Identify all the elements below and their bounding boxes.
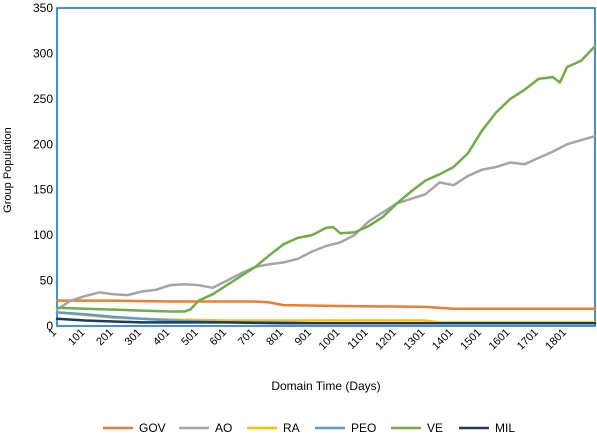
y-axis-label: Group Population xyxy=(2,127,14,213)
x-tick-label: 1001 xyxy=(317,327,343,353)
x-tick-label: 1201 xyxy=(373,327,399,353)
x-tick-label: 1801 xyxy=(543,327,569,353)
y-tick-label: 200 xyxy=(33,137,53,151)
series-line-mil xyxy=(55,317,597,325)
plot-area-border xyxy=(56,7,596,327)
x-tick-label: 801 xyxy=(264,327,285,348)
y-axis-ticks: 0 50 100 150 200 250 300 350 xyxy=(33,1,53,333)
y-tick-label: 250 xyxy=(33,92,53,106)
x-tick-label: 1101 xyxy=(346,327,371,352)
y-tick-label: 0 xyxy=(46,319,53,333)
legend-label: RA xyxy=(283,421,300,435)
y-tick-label: 50 xyxy=(40,274,54,288)
x-tick-label: 1601 xyxy=(487,327,513,353)
x-axis-ticks: 1 101 201 301 401 501 601 701 801 901 1001 1101 1201… xyxy=(46,327,569,353)
y-tick-label: 350 xyxy=(33,1,53,15)
x-tick-label: 1301 xyxy=(402,327,428,353)
legend-label: GOV xyxy=(139,421,166,435)
series-line-ve xyxy=(55,44,597,313)
x-tick-label: 401 xyxy=(151,327,172,348)
y-tick-label: 300 xyxy=(33,46,53,60)
y-tick-label: 150 xyxy=(33,183,53,197)
legend-label: PEO xyxy=(351,421,376,435)
series-line-ao xyxy=(55,134,597,311)
x-axis-label: Domain Time (Days) xyxy=(271,379,380,393)
x-tick-label: 701 xyxy=(236,327,257,348)
x-tick-label: 201 xyxy=(94,327,115,348)
series-lines xyxy=(55,44,597,325)
legend-label: MIL xyxy=(495,421,515,435)
x-tick-label: 101 xyxy=(66,327,87,348)
series-line-gov xyxy=(55,299,597,310)
legend-label: AO xyxy=(215,421,232,435)
legend: GOV AO RA PEO VE MIL xyxy=(103,421,515,435)
y-tick-label: 100 xyxy=(33,228,53,242)
x-tick-label: 301 xyxy=(123,327,144,348)
x-tick-label: 901 xyxy=(293,327,314,348)
x-tick-label: 1501 xyxy=(458,327,484,353)
x-tick-label: 1401 xyxy=(430,327,456,353)
legend-label: VE xyxy=(427,421,443,435)
x-tick-label: 501 xyxy=(179,327,200,348)
x-tick-label: 601 xyxy=(208,327,229,348)
x-tick-label: 1701 xyxy=(515,327,541,353)
